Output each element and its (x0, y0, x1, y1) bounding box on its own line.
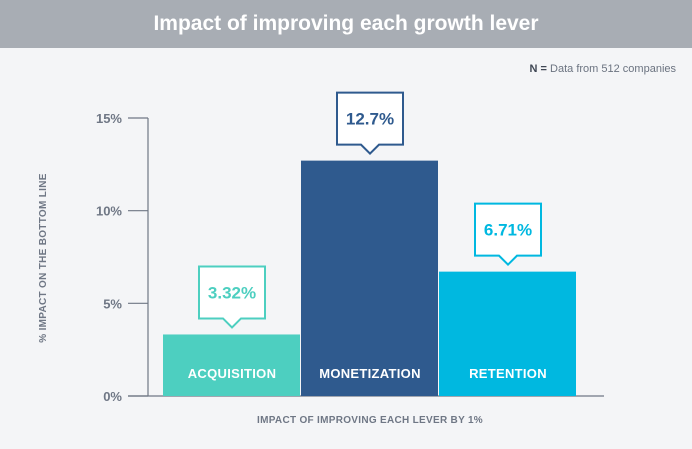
y-tick-label: 5% (103, 296, 122, 311)
value-label-acquisition: 3.32% (208, 283, 256, 302)
value-callouts: 3.32% 12.7% 6.71% (198, 91, 542, 329)
value-callout-retention (474, 202, 542, 267)
bar-monetization (301, 160, 438, 396)
bar-acquisition (163, 334, 300, 396)
sample-size-key: N = (529, 63, 547, 75)
value-callout-acquisition (198, 265, 266, 329)
value-callout-monetization (336, 91, 404, 156)
y-tick-label: 0% (103, 389, 122, 404)
value-label-retention: 6.71% (484, 221, 532, 240)
sample-size-note: N = Data from 512 companies (530, 63, 676, 75)
y-tick-label: 15% (96, 111, 122, 126)
y-axis-title: % IMPACT ON THE BOTTOM LINE (38, 173, 49, 342)
x-axis-title: IMPACT OF IMPROVING EACH LEVER BY 1% (257, 415, 483, 426)
bars: ACQUISITION MONETIZATION RETENTION (163, 160, 576, 396)
bar-label-acquisition: ACQUISITION (188, 366, 277, 381)
bar-label-monetization: MONETIZATION (319, 366, 421, 381)
value-label-monetization: 12.7% (346, 110, 394, 129)
bar-label-retention: RETENTION (469, 366, 547, 381)
bar-retention (439, 271, 576, 396)
y-tick-label: 10% (96, 204, 122, 219)
chart-title: Impact of improving each growth lever (153, 12, 539, 35)
chart-header: Impact of improving each growth lever (0, 0, 692, 48)
sample-size-text: Data from 512 companies (550, 63, 676, 75)
